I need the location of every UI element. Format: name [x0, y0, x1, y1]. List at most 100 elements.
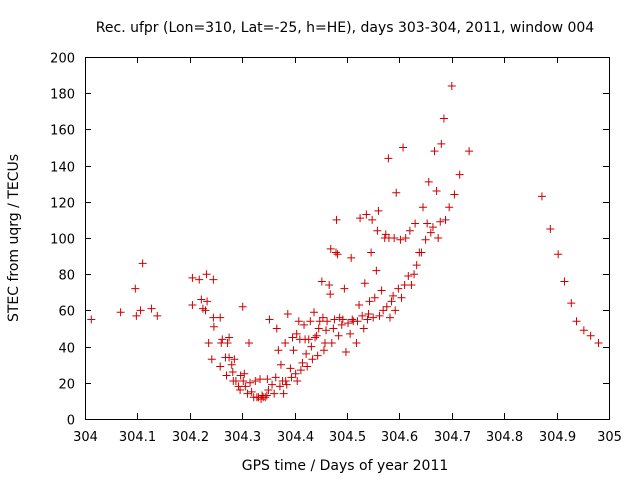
data-point: [337, 320, 346, 329]
data-point: [320, 338, 329, 347]
data-point: [326, 290, 335, 299]
data-point: [302, 349, 311, 358]
x-tick-label: 304.8: [486, 430, 523, 445]
y-tick-label: 140: [50, 161, 75, 176]
data-point: [387, 297, 396, 306]
data-point: [308, 355, 317, 364]
data-point: [283, 310, 292, 319]
data-point: [423, 219, 432, 228]
data-point: [412, 261, 421, 270]
data-point: [303, 362, 312, 371]
data-point: [281, 338, 290, 347]
data-point: [257, 395, 266, 404]
data-point: [289, 346, 298, 355]
data-point: [404, 272, 413, 281]
data-point: [391, 306, 400, 315]
data-point: [356, 214, 365, 223]
data-point: [313, 351, 322, 360]
data-point: [377, 286, 386, 295]
data-point: [306, 317, 315, 326]
data-point: [430, 147, 439, 156]
data-point: [432, 186, 441, 195]
data-point: [346, 329, 355, 338]
data-point: [367, 248, 376, 257]
data-point: [286, 364, 295, 373]
data-point: [340, 284, 349, 293]
x-tick-label: 305: [597, 430, 622, 445]
x-tick-label: 304.5: [329, 430, 366, 445]
data-point: [567, 299, 576, 308]
data-point: [344, 319, 353, 328]
y-tick-label: 80: [58, 269, 75, 284]
x-tick-label: 304.3: [224, 430, 261, 445]
data-point: [207, 355, 216, 364]
data-point: [450, 190, 459, 199]
data-point: [201, 306, 210, 315]
data-point: [311, 333, 320, 342]
data-point: [263, 375, 272, 384]
data-point: [209, 322, 218, 331]
data-point: [546, 224, 555, 233]
data-point: [437, 139, 446, 148]
data-point: [230, 355, 239, 364]
x-tick-label: 304.1: [119, 430, 156, 445]
data-point: [274, 346, 283, 355]
data-point: [382, 302, 391, 311]
data-point: [394, 284, 403, 293]
y-tick-label: 0: [67, 414, 75, 429]
chart-title: Rec. ufpr (Lon=310, Lat=-25, h=HE), days…: [96, 20, 595, 36]
data-point: [369, 313, 378, 322]
data-point: [326, 244, 335, 253]
data-point: [359, 324, 368, 333]
y-tick-label: 40: [58, 342, 75, 357]
data-point: [385, 313, 394, 322]
data-point: [384, 154, 393, 163]
data-point: [396, 235, 405, 244]
data-point: [362, 210, 371, 219]
data-point: [153, 311, 162, 320]
data-point: [270, 389, 279, 398]
data-point: [421, 235, 430, 244]
data-point: [262, 391, 271, 400]
data-point: [372, 266, 381, 275]
data-point: [307, 342, 316, 351]
data-point: [256, 375, 265, 384]
data-point: [441, 215, 450, 224]
data-point: [132, 311, 141, 320]
data-point: [352, 338, 361, 347]
data-point: [428, 223, 437, 232]
data-point: [264, 386, 273, 395]
data-point: [331, 248, 340, 257]
data-point: [364, 310, 373, 319]
data-point: [417, 248, 426, 257]
data-point: [401, 234, 410, 242]
data-point: [329, 324, 338, 333]
data-point: [375, 311, 384, 320]
data-point: [240, 369, 249, 378]
data-point: [447, 81, 456, 90]
data-point: [296, 366, 305, 375]
data-point: [275, 382, 284, 391]
data-point: [363, 315, 372, 324]
data-point: [218, 335, 227, 344]
data-point: [405, 226, 414, 235]
data-point: [188, 300, 197, 309]
data-point: [268, 380, 277, 389]
data-point: [358, 311, 367, 320]
data-point: [341, 348, 350, 357]
x-axis-label: GPS time / Days of year 2011: [242, 458, 449, 474]
data-point: [365, 297, 374, 306]
data-point: [325, 281, 334, 290]
data-point: [327, 338, 336, 347]
data-point: [276, 360, 285, 369]
data-point: [370, 293, 379, 302]
y-tick-label: 20: [58, 378, 75, 393]
data-point: [309, 308, 318, 317]
data-point: [239, 376, 248, 385]
data-point: [399, 143, 408, 152]
data-point: [411, 219, 420, 228]
data-point: [288, 333, 297, 342]
data-point: [138, 259, 147, 268]
x-tick-label: 304.6: [381, 430, 418, 445]
data-point: [360, 279, 369, 288]
